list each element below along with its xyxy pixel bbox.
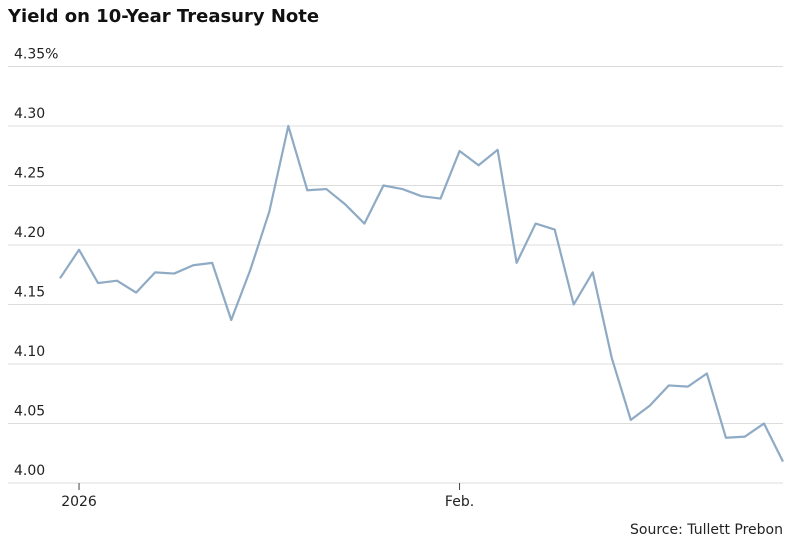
y-tick-label: 4.30 [14, 106, 45, 122]
y-tick-label: 4.20 [14, 225, 45, 241]
source-note: Source: Tullett Prebon [630, 522, 783, 538]
y-tick-label: 4.00 [14, 463, 45, 479]
y-tick-label: 4.10 [14, 344, 45, 360]
x-tick-label: 2026 [61, 494, 97, 510]
y-tick-label: 4.35% [14, 47, 58, 63]
chart-title: Yield on 10-Year Treasury Note [7, 6, 319, 27]
y-tick-label: 4.25 [14, 166, 45, 182]
y-tick-label: 4.05 [14, 404, 45, 420]
y-tick-label: 4.15 [14, 285, 45, 301]
x-tick-label: Feb. [445, 494, 474, 510]
data-line [59, 124, 784, 463]
